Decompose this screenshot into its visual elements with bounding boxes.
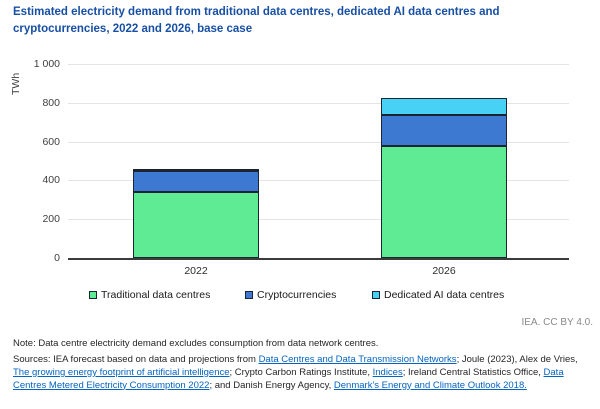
y-tick-label-200: 200 bbox=[42, 213, 60, 226]
source-link-data-centres-metered-electricity-consump[interactable]: Data Centres Metered Electricity Consump… bbox=[13, 366, 564, 391]
source-link-denmark-s-energy-and-climate-outlook-201[interactable]: Denmark's Energy and Climate Outlook 201… bbox=[333, 379, 527, 391]
sources: Sources: IEA forecast based on data and … bbox=[13, 354, 579, 392]
bar-segment-2022-dedicated-ai-data-centres bbox=[133, 168, 259, 171]
source-text-4: ; Crypto Carbon Ratings Institute, bbox=[229, 366, 373, 378]
note: Note: Data centre electricity demand exc… bbox=[13, 338, 379, 349]
source-text-6: ; Ireland Central Statistics Office, bbox=[402, 366, 544, 378]
legend-label-dedicated-ai-data-centres: Dedicated AI data centres bbox=[384, 289, 505, 301]
gridline-1000 bbox=[68, 64, 569, 65]
legend-item-cryptocurrencies: Cryptocurrencies bbox=[245, 289, 336, 301]
legend-item-traditional-data-centres: Traditional data centres bbox=[89, 289, 210, 301]
legend: Traditional data centres Cryptocurrencies… bbox=[0, 289, 600, 303]
source-link-data-centres-and-data-transmission-netwo[interactable]: Data Centres and Data Transmission Netwo… bbox=[258, 354, 457, 365]
bar-segment-2026-dedicated-ai-data-centres bbox=[381, 97, 507, 116]
source-text-8: ; and Danish Energy Agency, bbox=[209, 379, 334, 391]
bar-2026 bbox=[381, 97, 507, 258]
bar-segment-2022-traditional-data-centres bbox=[133, 192, 259, 258]
attribution: IEA. CC BY 4.0. bbox=[521, 317, 593, 328]
legend-swatch-traditional-data-centres bbox=[89, 291, 97, 299]
y-tick-label-0: 0 bbox=[54, 252, 60, 264]
bar-segment-2026-cryptocurrencies bbox=[381, 115, 507, 147]
source-link-the-growing-energy-footprint-of-artifici[interactable]: The growing energy footprint of artifici… bbox=[13, 366, 230, 378]
gridline-200 bbox=[68, 219, 569, 221]
legend-swatch-dedicated-ai-data-centres bbox=[372, 291, 380, 299]
gridline-600 bbox=[68, 141, 569, 143]
bar-segment-2026-traditional-data-centres bbox=[381, 146, 507, 258]
legend-label-cryptocurrencies: Cryptocurrencies bbox=[257, 289, 337, 301]
y-tick-label-600: 600 bbox=[42, 135, 60, 148]
legend-item-dedicated-ai-data-centres: Dedicated AI data centres bbox=[372, 289, 504, 301]
legend-label-traditional-data-centres: Traditional data centres bbox=[101, 289, 211, 301]
y-tick-label-800: 800 bbox=[42, 96, 60, 109]
gridline-800 bbox=[68, 102, 569, 104]
x-tick-label-2022: 2022 bbox=[184, 265, 208, 277]
bar-2022 bbox=[133, 168, 259, 258]
chart-title: Estimated electricity demand from tradit… bbox=[13, 6, 500, 35]
source-text-2: ; Joule (2023), Alex de Vries, bbox=[456, 354, 578, 365]
x-tick-label-2026: 2026 bbox=[432, 265, 456, 277]
legend-swatch-cryptocurrencies bbox=[245, 291, 253, 299]
y-tick-label-400: 400 bbox=[42, 174, 60, 187]
source-text-0: Sources: IEA forecast based on data and … bbox=[13, 354, 259, 365]
gridline-400 bbox=[68, 180, 569, 182]
source-link-indices[interactable]: Indices bbox=[372, 366, 403, 378]
plot-area bbox=[68, 64, 569, 260]
bar-segment-2022-cryptocurrencies bbox=[133, 170, 259, 193]
y-tick-label-1000: 1 000 bbox=[33, 58, 60, 70]
